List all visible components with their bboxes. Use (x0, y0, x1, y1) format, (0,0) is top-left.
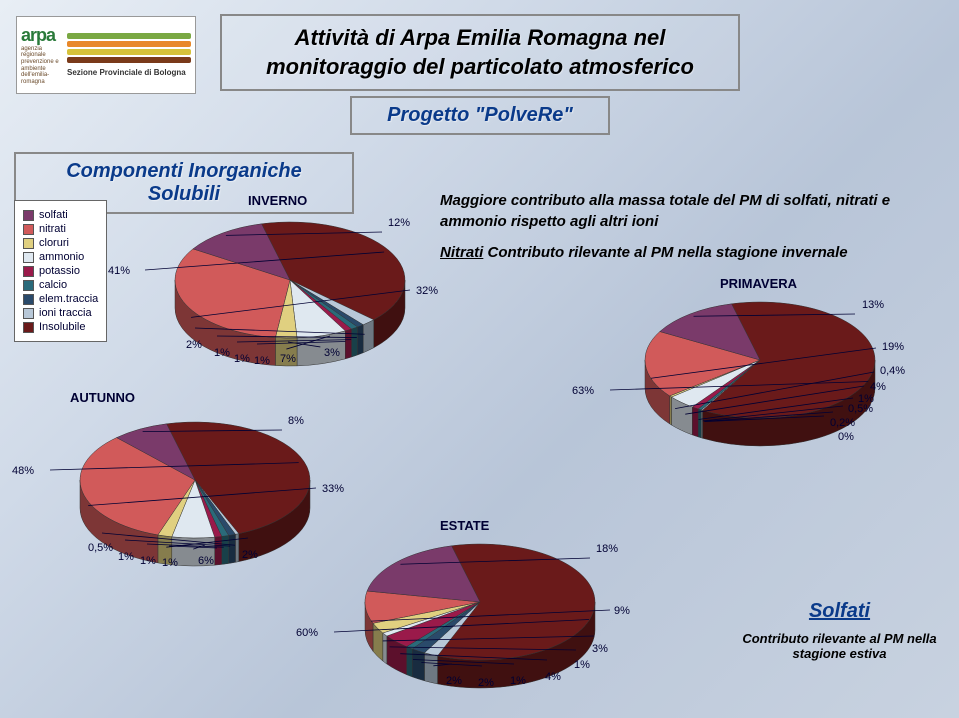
legend-swatch (23, 224, 34, 235)
legend-item: Insolubile (23, 321, 98, 333)
desc-line-2-rest: Contributo rilevante al PM nella stagion… (483, 244, 847, 261)
svg-text:0,5%: 0,5% (848, 403, 873, 415)
title-box: Attività di Arpa Emilia Romagna nel moni… (220, 14, 740, 91)
legend-label: solfati (39, 209, 68, 221)
legend-label: ioni traccia (39, 307, 92, 319)
svg-text:12%: 12% (388, 217, 410, 229)
svg-text:0%: 0% (838, 431, 854, 443)
svg-text:0,2%: 0,2% (830, 417, 855, 429)
desc-nitrati: Nitrati (440, 244, 483, 261)
legend-swatch (23, 210, 34, 221)
svg-text:1%: 1% (118, 551, 134, 563)
svg-text:PRIMAVERA: PRIMAVERA (720, 276, 798, 291)
legend-swatch (23, 266, 34, 277)
logo-color-bar (67, 41, 191, 47)
page-title: Attività di Arpa Emilia Romagna nel moni… (266, 25, 694, 79)
chart-legend: solfati nitrati cloruri ammonio potassio calc… (14, 200, 107, 342)
svg-text:1%: 1% (234, 353, 250, 365)
legend-label: cloruri (39, 237, 69, 249)
svg-text:2%: 2% (446, 675, 462, 687)
svg-text:18%: 18% (596, 543, 618, 555)
logo-color-bar (67, 49, 191, 55)
desc-line-1: Maggiore contributo alla massa totale de… (440, 190, 940, 232)
svg-text:1%: 1% (254, 355, 270, 367)
subtitle-box: Progetto "PolveRe" (350, 96, 610, 135)
svg-text:63%: 63% (572, 385, 594, 397)
solfati-desc: Contributo rilevante al PM nella stagion… (720, 631, 959, 661)
svg-text:1%: 1% (858, 393, 874, 405)
svg-text:1%: 1% (510, 675, 526, 687)
legend-item: solfati (23, 209, 98, 221)
legend-swatch (23, 294, 34, 305)
svg-text:60%: 60% (296, 627, 318, 639)
logo-text-block: arpa agenzia regionale prevenzione e amb… (21, 21, 63, 89)
subtitle: Progetto "PolveRe" (387, 104, 573, 126)
section-title: Componenti Inorganiche Solubili (66, 160, 302, 205)
svg-text:33%: 33% (322, 483, 344, 495)
solfati-title: Solfati (720, 600, 959, 623)
logo-subtitle: agenzia regionale prevenzione e ambiente… (21, 46, 63, 86)
svg-text:8%: 8% (288, 415, 304, 427)
logo-color-bar (67, 33, 191, 39)
svg-text:9%: 9% (614, 605, 630, 617)
legend-label: nitrati (39, 223, 66, 235)
legend-swatch (23, 308, 34, 319)
svg-text:1%: 1% (140, 555, 156, 567)
svg-text:ESTATE: ESTATE (440, 518, 490, 533)
svg-text:1%: 1% (574, 659, 590, 671)
logo-brand: arpa (21, 25, 63, 46)
legend-label: elem.traccia (39, 293, 98, 305)
svg-text:2%: 2% (186, 339, 202, 351)
svg-text:2%: 2% (242, 549, 258, 561)
svg-text:32%: 32% (416, 285, 438, 297)
legend-item: calcio (23, 279, 98, 291)
legend-item: nitrati (23, 223, 98, 235)
logo-bars: Sezione Provinciale di Bologna (67, 21, 191, 89)
svg-text:7%: 7% (280, 353, 296, 365)
legend-swatch (23, 322, 34, 333)
svg-text:48%: 48% (12, 465, 34, 477)
legend-swatch (23, 280, 34, 291)
svg-text:0,5%: 0,5% (88, 542, 113, 554)
logo-color-bar (67, 57, 191, 63)
legend-label: ammonio (39, 251, 84, 263)
svg-text:13%: 13% (862, 299, 884, 311)
legend-item: ioni traccia (23, 307, 98, 319)
logo-province: Sezione Provinciale di Bologna (67, 68, 191, 77)
svg-text:41%: 41% (108, 265, 130, 277)
legend-item: potassio (23, 265, 98, 277)
svg-text:1%: 1% (162, 557, 178, 569)
legend-swatch (23, 238, 34, 249)
svg-text:AUTUNNO: AUTUNNO (70, 390, 135, 405)
svg-text:6%: 6% (198, 555, 214, 567)
desc-line-2: Nitrati Contributo rilevante al PM nella… (440, 242, 940, 263)
arpa-logo: arpa agenzia regionale prevenzione e amb… (16, 16, 196, 94)
svg-text:3%: 3% (592, 643, 608, 655)
legend-item: ammonio (23, 251, 98, 263)
svg-text:2%: 2% (478, 677, 494, 689)
legend-label: Insolubile (39, 321, 85, 333)
legend-item: cloruri (23, 237, 98, 249)
legend-item: elem.traccia (23, 293, 98, 305)
svg-text:1%: 1% (214, 347, 230, 359)
legend-label: potassio (39, 265, 80, 277)
svg-text:0,4%: 0,4% (880, 365, 905, 377)
svg-text:19%: 19% (882, 341, 904, 353)
solfati-block: Solfati Contributo rilevante al PM nella… (720, 600, 959, 661)
legend-swatch (23, 252, 34, 263)
svg-text:4%: 4% (870, 381, 886, 393)
svg-text:3%: 3% (324, 347, 340, 359)
legend-label: calcio (39, 279, 67, 291)
description-block: Maggiore contributo alla massa totale de… (440, 190, 940, 263)
svg-text:4%: 4% (545, 671, 561, 683)
